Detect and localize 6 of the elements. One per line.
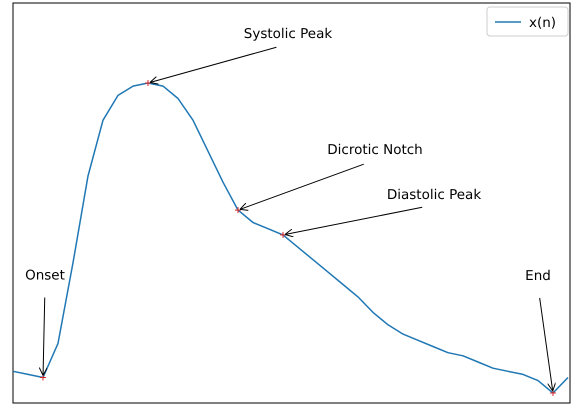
text: Systolic Peak [244,26,332,42]
annotation: End [525,268,551,284]
annotation: Diastolic Peak [386,186,482,203]
annotation: Onset [25,268,65,284]
annotation: Dicrotic Notch [327,142,423,158]
legend-label: x(n) [529,15,556,31]
